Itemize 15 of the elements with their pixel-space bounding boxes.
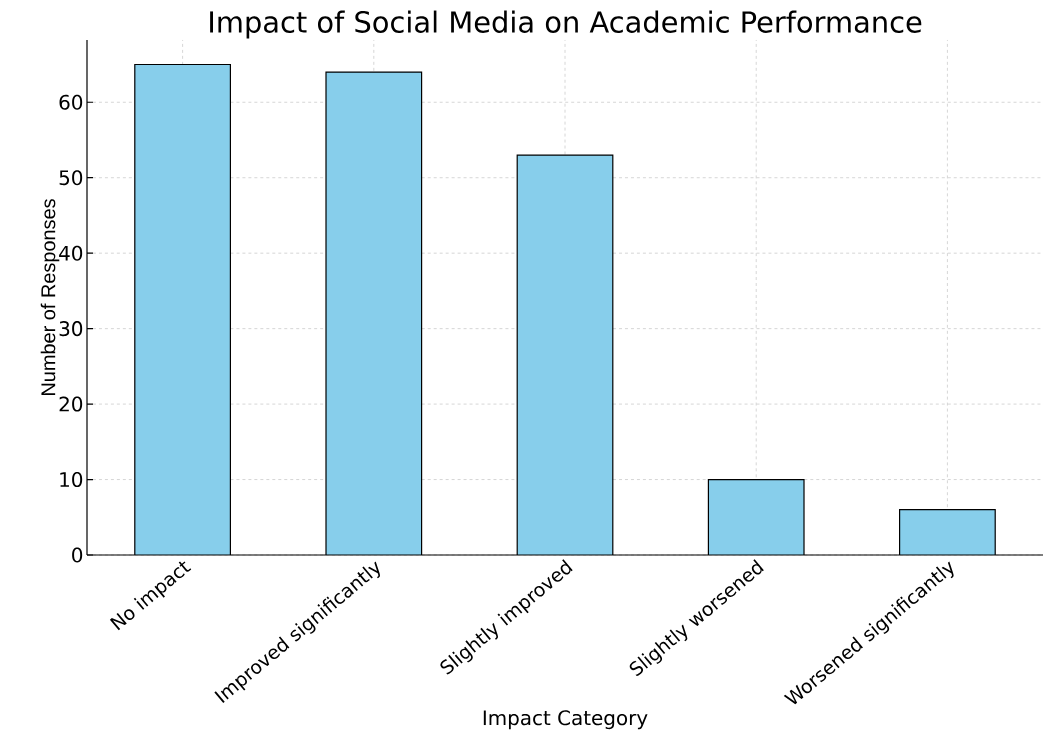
bar — [708, 479, 805, 555]
y-axis-title: Number of Responses — [40, 199, 60, 395]
x-axis-title: Impact Category — [483, 710, 648, 730]
chart-title: Impact of Social Media on Academic Performance — [210, 10, 922, 39]
y-tick-label: 50 — [59, 170, 83, 186]
y-tick-label: 60 — [59, 94, 83, 110]
bar — [899, 509, 996, 555]
y-tick-label: 30 — [59, 321, 83, 337]
bar — [517, 155, 613, 555]
y-tick-label: 0 — [72, 547, 83, 563]
bar — [134, 64, 231, 555]
bar — [326, 72, 422, 555]
y-tick-label: 10 — [60, 472, 83, 488]
y-tick-label: 40 — [59, 245, 83, 261]
y-tick-label: 20 — [59, 396, 83, 412]
